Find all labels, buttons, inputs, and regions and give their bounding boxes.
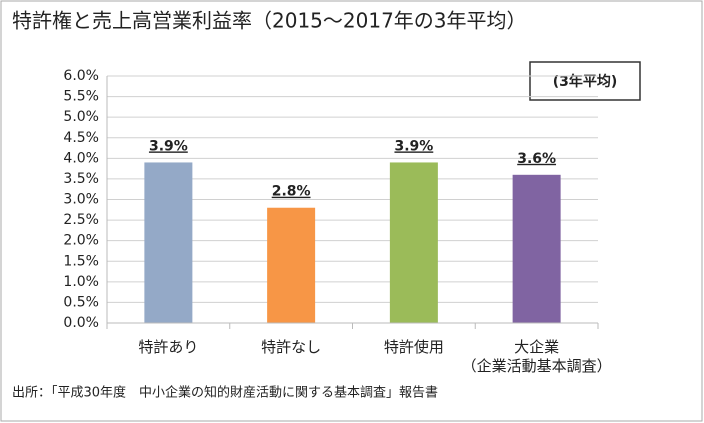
y-tick-label: 2.0%	[63, 233, 99, 249]
x-tick-label: 特許使用	[383, 338, 444, 356]
y-tick-label: 1.5%	[63, 253, 99, 269]
value-label: 3.9%	[149, 138, 188, 154]
y-tick-label: 3.0%	[63, 192, 99, 208]
x-tick-label: 特許なし	[261, 338, 322, 356]
bar	[144, 162, 193, 323]
y-tick-label: 2.5%	[63, 212, 99, 228]
y-tick-label: 5.0%	[63, 109, 99, 125]
y-tick-label: 0.5%	[63, 294, 99, 310]
value-label: 3.9%	[394, 138, 433, 154]
value-label: 2.8%	[272, 184, 311, 200]
bar	[267, 207, 316, 323]
annotation-box	[529, 61, 641, 101]
annotation: (3年平均)	[553, 73, 618, 90]
y-tick-label: 0.0%	[63, 315, 99, 331]
x-tick-label: 大企業 （企業活動基本調査）	[461, 338, 612, 375]
bar	[389, 162, 438, 323]
y-tick-label: 4.5%	[63, 130, 99, 146]
value-label: 3.6%	[517, 151, 556, 167]
source: 出所：「平成30年度 中小企業の知的財産活動に関する基本調査」報告書	[12, 385, 438, 401]
bar	[512, 174, 561, 323]
y-tick-label: 3.5%	[63, 171, 99, 187]
y-tick-label: 5.5%	[63, 89, 99, 105]
y-tick-label: 6.0%	[63, 68, 99, 84]
y-tick-label: 1.0%	[63, 274, 99, 290]
y-tick-label: 4.0%	[63, 150, 99, 166]
x-tick-label: 特許あり	[138, 338, 199, 356]
chart-title: 特許権と売上高営業利益率（2015～2017年の3年平均）	[12, 9, 527, 33]
